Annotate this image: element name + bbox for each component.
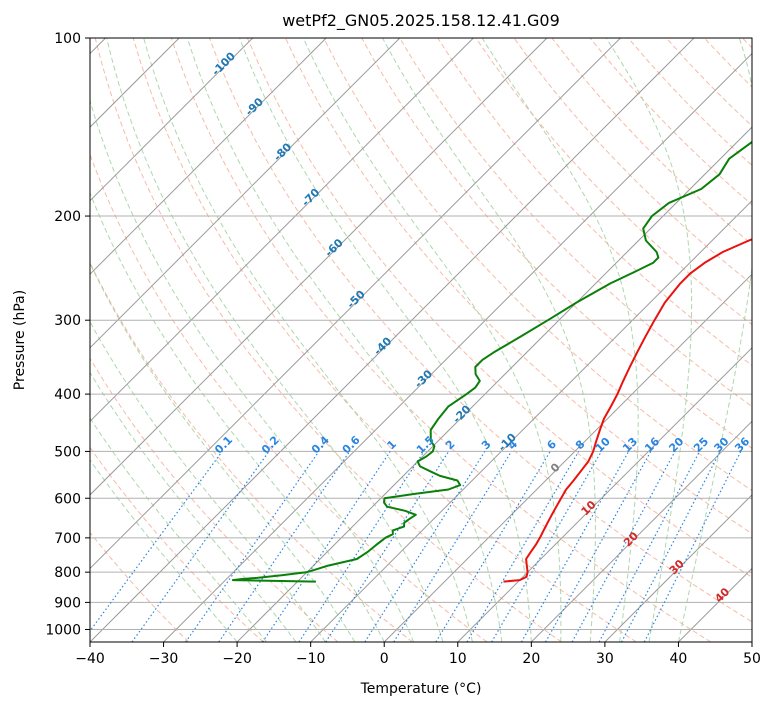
isotherm-line [530,420,752,642]
mixing-ratio-line [218,451,351,642]
isotherm-line [90,38,695,642]
dry-adiabat [90,153,488,642]
isotherm-line [90,38,401,349]
mixing-ratio-line [466,451,580,642]
dry-adiabat [170,38,712,642]
dry-adiabat [90,357,339,642]
x-tick-label: 10 [449,651,467,667]
moist-adiabat [302,38,562,642]
x-tick-label: −30 [149,651,179,667]
isotherm-line [751,641,752,642]
mixing-ratio-line [545,451,652,642]
x-tick-label: 40 [670,651,688,667]
x-axis-label: Temperature (°C) [360,681,482,697]
dry-adiabat [90,531,190,642]
mixing-ratio-line [185,451,320,642]
isotherm-line [457,347,752,642]
y-axis-label: Pressure (hPa) [12,290,28,390]
y-tick-label: 200 [54,209,81,225]
moist-adiabat [90,191,385,642]
dry-adiabat [132,38,637,642]
y-tick-label: 300 [54,313,81,329]
dry-adiabat [437,38,752,366]
mixing-ratio-line [571,451,676,642]
mixing-ratio-line [364,451,486,642]
x-tick-label: −10 [296,651,326,667]
isotherm-line [383,273,752,642]
temperature-profile [503,238,752,583]
dewpoint-profile [231,140,752,583]
x-tick-label: 50 [743,651,761,667]
chart-title: wetPf2_GN05.2025.158.12.41.G09 [282,11,560,31]
isotherm-line [90,38,254,202]
dry-adiabat [208,38,752,623]
y-axis: 100 200 300 400 500 600 700 800 900 1000 [45,31,90,638]
x-tick-label: 30 [596,651,614,667]
dry-adiabat [513,38,752,285]
dry-adiabat [246,38,752,578]
moist-adiabat [239,38,532,642]
mixing-ratio-line [325,451,450,642]
moist-adiabat [677,38,752,642]
mixing-ratio-line [435,451,551,642]
moist-adiabat [90,320,326,642]
isotherm-line [90,38,621,570]
moist-adiabat [90,262,356,642]
mixing-ratio-line [393,451,512,642]
plot-frame [89,37,753,643]
isotherm-line [236,126,752,642]
x-tick-label: 0 [380,651,389,667]
isotherm-line [90,38,327,275]
isotherm-line [604,494,752,642]
moist-adiabat [605,38,693,642]
moist-adiabat [90,417,267,642]
isotherm-line [163,52,752,642]
mixing-ratio-line [491,451,602,642]
profiles [231,140,752,583]
mixing-ratio-line [90,451,223,632]
y-tick-label: 1000 [45,622,81,638]
y-tick-label: 400 [54,387,81,403]
y-tick-label: 900 [54,595,81,611]
y-tick-label: 800 [54,565,81,581]
moist-adiabat [90,458,238,642]
mixing-ratio-line [131,451,270,642]
y-tick-label: 600 [54,491,81,507]
x-axis: −40 −30 −20 −10 0 10 20 30 40 50 [75,642,761,667]
moist-adiabat [382,38,596,642]
y-tick-label: 100 [54,31,81,47]
dry-adiabat [399,38,752,408]
dry-adiabat [90,446,264,642]
moist-adiabat [481,38,639,642]
background-lines [90,38,752,642]
isotherm-line [310,199,752,642]
isotherm-line [90,38,548,496]
dry-adiabat [323,38,752,492]
moist-adiabat [106,38,444,642]
plot-area [90,38,752,642]
mixing-ratio-line [520,451,630,642]
x-tick-label: −40 [75,651,105,667]
y-tick-label: 700 [54,531,81,547]
x-tick-label: 20 [522,651,540,667]
isotherm-line [90,38,474,423]
y-tick-label: 500 [54,444,81,460]
x-tick-label: −20 [222,651,252,667]
dry-adiabat [94,38,562,642]
